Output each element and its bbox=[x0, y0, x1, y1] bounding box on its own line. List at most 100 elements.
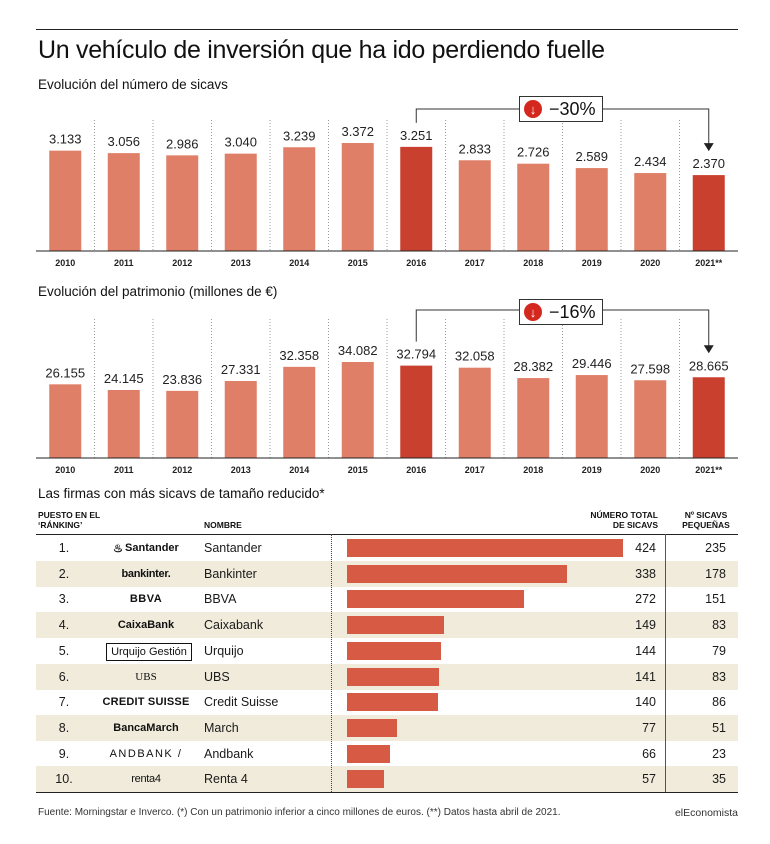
rank-label: 9. bbox=[58, 746, 70, 761]
bank-logo: renta4 bbox=[131, 773, 161, 786]
tick-label: 2018 bbox=[523, 258, 543, 268]
value-label: 32.794 bbox=[396, 347, 436, 362]
total-bar bbox=[347, 641, 441, 660]
patrimonio-bar-chart: 26.155 2010 24.145 2011 23.836 2012 27.331 2013… bbox=[36, 309, 738, 475]
value-label: 2.986 bbox=[166, 136, 199, 151]
tick-label: 2012 bbox=[172, 465, 192, 475]
tick-label: 2018 bbox=[523, 465, 543, 475]
patrimonio-change-value: −16% bbox=[549, 301, 596, 322]
table-row: 2. bankinter. Bankinter 338 178 bbox=[36, 560, 738, 587]
rank-label: 10. bbox=[55, 772, 73, 787]
bar-2012 bbox=[166, 390, 199, 458]
total-bar bbox=[347, 718, 398, 737]
bar-2021 bbox=[692, 377, 725, 458]
rank-label: 2. bbox=[58, 566, 70, 581]
bar-2020 bbox=[634, 173, 667, 251]
table-top-rule bbox=[36, 534, 738, 535]
table-row: 1. Santander Santander 424 235 bbox=[36, 535, 738, 561]
total-bar bbox=[347, 590, 525, 609]
tick-label: 2020 bbox=[640, 465, 660, 475]
small-sicavs: 178 bbox=[705, 566, 726, 581]
column-divider bbox=[331, 534, 332, 792]
tick-label: 2010 bbox=[55, 465, 75, 475]
small-sicavs: 79 bbox=[712, 643, 726, 658]
total-sicavs: 57 bbox=[642, 772, 656, 787]
firm-name: Andbank bbox=[204, 746, 254, 761]
column-divider bbox=[665, 534, 666, 792]
bar-2010 bbox=[49, 384, 82, 458]
bank-logo: Urquijo Gestión bbox=[106, 642, 192, 661]
total-sicavs: 141 bbox=[635, 669, 656, 684]
arrow-head-icon bbox=[703, 345, 714, 354]
arrow-head-icon bbox=[703, 143, 714, 152]
table-row: 8. BancaMarch March 77 51 bbox=[36, 714, 738, 741]
source-note: Fuente: Morningstar e Inverco. (*) Con u… bbox=[38, 807, 561, 818]
firm-name: UBS bbox=[204, 669, 230, 684]
table-row: 7. CREDIT SUISSE Credit Suisse 140 86 bbox=[36, 689, 738, 715]
tick-label: 2013 bbox=[231, 258, 251, 268]
header-rank: PUESTO EN EL ‘RÁNKING’ bbox=[38, 510, 101, 530]
value-label: 2.589 bbox=[575, 149, 608, 164]
value-label: 3.133 bbox=[49, 132, 82, 147]
value-label: 32.358 bbox=[279, 348, 319, 363]
tick-label: 2014 bbox=[289, 258, 309, 268]
table-row: 4. CaixaBank Caixabank 149 83 bbox=[36, 612, 738, 639]
firm-name: Urquijo bbox=[204, 643, 244, 658]
tick-label: 2015 bbox=[348, 258, 368, 268]
small-sicavs: 83 bbox=[712, 618, 726, 633]
rank-label: 5. bbox=[58, 643, 70, 658]
firm-name: Bankinter bbox=[204, 566, 257, 581]
bottom-rule bbox=[36, 792, 738, 793]
total-sicavs: 140 bbox=[635, 695, 656, 710]
tick-label: 2021** bbox=[695, 258, 723, 268]
bar-2012 bbox=[166, 155, 199, 251]
chart1-title: Evolución del número de sicavs bbox=[38, 77, 228, 92]
rank-label: 6. bbox=[58, 669, 70, 684]
header-total: NÚMERO TOTAL DE SICAVS bbox=[590, 510, 658, 530]
tick-label: 2017 bbox=[465, 258, 485, 268]
tick-label: 2011 bbox=[114, 258, 134, 268]
bar-2020 bbox=[634, 380, 667, 458]
bank-logo: CREDIT SUISSE bbox=[102, 696, 190, 709]
value-label: 2.833 bbox=[458, 141, 491, 156]
bar-2018 bbox=[517, 378, 550, 458]
total-bar bbox=[347, 667, 439, 686]
tick-label: 2017 bbox=[465, 465, 485, 475]
tick-label: 2014 bbox=[289, 465, 309, 475]
sicavs-change-value: −30% bbox=[549, 98, 596, 119]
brand-logo: elEconomista bbox=[674, 807, 738, 819]
total-sicavs: 149 bbox=[635, 618, 656, 633]
bank-logo: UBS bbox=[135, 670, 157, 683]
bar-2013 bbox=[224, 153, 257, 251]
small-sicavs: 83 bbox=[712, 669, 726, 684]
patrimonio-change-badge: ↓ −16% bbox=[519, 299, 603, 325]
tick-label: 2016 bbox=[406, 258, 426, 268]
tick-label: 2019 bbox=[582, 258, 602, 268]
value-label: 3.040 bbox=[224, 135, 257, 150]
bar-2017 bbox=[458, 367, 491, 458]
bank-logo: CaixaBank bbox=[117, 619, 175, 632]
total-sicavs: 272 bbox=[635, 592, 656, 607]
value-label: 27.331 bbox=[221, 362, 261, 377]
bar-2018 bbox=[517, 163, 550, 251]
small-sicavs: 51 bbox=[712, 720, 726, 735]
down-arrow-icon: ↓ bbox=[524, 303, 542, 321]
bank-logo: bankinter. bbox=[121, 567, 171, 580]
bar-2014 bbox=[283, 147, 316, 251]
header-name: NOMBRE bbox=[204, 520, 242, 530]
value-label: 34.082 bbox=[338, 343, 378, 358]
chart2-title: Evolución del patrimonio (millones de €) bbox=[38, 284, 278, 299]
tick-label: 2010 bbox=[55, 258, 75, 268]
bar-2015 bbox=[341, 362, 374, 458]
tick-label: 2020 bbox=[640, 258, 660, 268]
small-sicavs: 86 bbox=[712, 695, 726, 710]
total-bar bbox=[347, 693, 439, 712]
bar-2016 bbox=[400, 365, 433, 458]
total-bar bbox=[347, 770, 385, 789]
firm-name: Credit Suisse bbox=[204, 695, 279, 710]
bar-2011 bbox=[107, 153, 140, 251]
tick-label: 2015 bbox=[348, 465, 368, 475]
small-sicavs: 151 bbox=[705, 592, 726, 607]
value-label: 28.665 bbox=[689, 358, 729, 373]
rank-label: 3. bbox=[58, 592, 70, 607]
